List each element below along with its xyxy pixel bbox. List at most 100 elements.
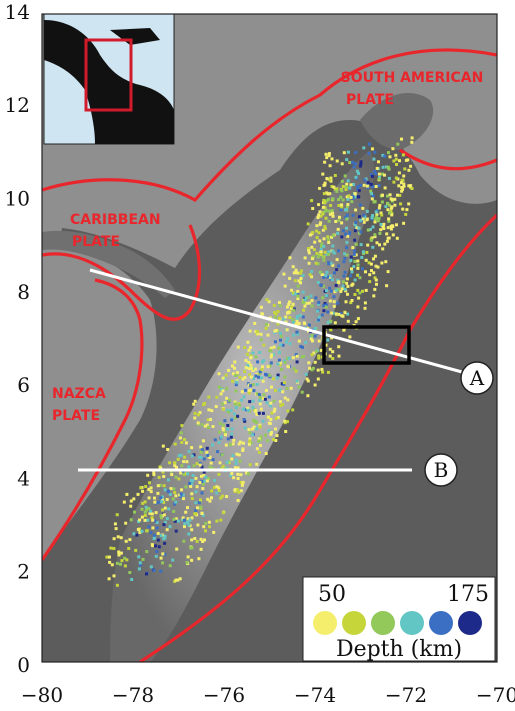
earthquake-point [324,305,328,309]
earthquake-point [364,288,368,292]
earthquake-point [326,192,330,196]
earthquake-point [133,510,136,514]
earthquake-point [350,299,354,302]
earthquake-point [322,192,326,196]
earthquake-point [326,235,330,239]
earthquake-point [318,223,322,227]
earthquake-point [390,213,394,217]
earthquake-point [112,574,116,578]
inset-islands [110,28,160,45]
earthquake-point [331,214,335,218]
earthquake-point [304,372,308,376]
earthquake-point [198,481,202,484]
earthquake-point [244,366,248,370]
earthquake-point [315,251,319,255]
earthquake-point [292,291,296,295]
earthquake-point [356,317,360,321]
earthquake-point [236,414,240,418]
earthquake-point [321,296,325,300]
earthquake-point [347,194,351,198]
earthquake-point [346,203,350,206]
earthquake-point [267,429,271,433]
earthquake-point [310,275,313,279]
earthquake-point [246,340,250,344]
earthquake-point [317,339,321,343]
earthquake-point [255,372,259,376]
earthquake-point [255,427,259,431]
earthquake-point [115,513,119,517]
inset-map [43,13,175,145]
earthquake-point [224,373,228,377]
earthquake-point [242,418,246,421]
earthquake-point [237,403,241,407]
earthquake-point [323,201,327,205]
earthquake-point [364,270,367,274]
earthquake-point [377,206,381,210]
earthquake-point [168,492,172,496]
earthquake-point [237,453,241,457]
earthquake-point [381,153,385,157]
earthquake-point [398,193,402,197]
earthquake-point [328,286,332,290]
earthquake-point [201,487,205,490]
earthquake-point [172,487,176,491]
earthquake-point [335,187,339,191]
earthquake-point [165,528,169,532]
earthquake-point [270,353,274,357]
earthquake-point [217,489,221,492]
earthquake-point [358,203,362,207]
earthquake-point [153,519,157,523]
earthquake-point [248,463,252,467]
earthquake-point [354,208,358,212]
earthquake-point [362,183,366,187]
earthquake-point [215,395,219,399]
earthquake-point [400,189,404,193]
earthquake-point [190,538,194,542]
earthquake-point [179,492,183,496]
earthquake-point [375,241,379,245]
earthquake-point [397,184,401,188]
earthquake-point [193,512,197,516]
earthquake-point [187,465,191,469]
earthquake-point [343,174,347,178]
earthquake-point [199,547,203,551]
earthquake-point [258,423,262,427]
earthquake-point [221,423,225,427]
earthquake-point [283,375,287,379]
earthquake-point [337,345,341,349]
earthquake-point [167,507,171,511]
inset-land [44,20,174,144]
y-tick-label: 4 [17,466,30,490]
earthquake-point [269,401,273,405]
earthquake-point [349,183,353,187]
earthquake-point [257,375,260,379]
earthquake-point [323,160,327,164]
earthquake-point [357,171,360,175]
legend-swatch [458,611,482,635]
earthquake-point [239,473,243,477]
earthquake-point [340,235,344,239]
earthquake-point [215,491,219,495]
earthquake-point [381,165,385,169]
earthquake-point [340,203,344,207]
earthquake-point [186,517,190,521]
earthquake-point [346,197,350,201]
earthquake-point [344,232,348,236]
earthquake-point [282,381,286,385]
earthquake-point [257,439,261,443]
earthquake-point [346,234,350,238]
legend-title: Depth (km) [336,637,462,662]
earthquake-point [353,162,357,166]
earthquake-point [379,223,383,226]
earthquake-point [211,425,215,428]
earthquake-point [295,315,299,318]
earthquake-point [255,412,259,416]
earthquake-point [310,299,314,303]
legend-max: 175 [447,582,489,607]
earthquake-point [114,527,118,531]
earthquake-point [143,500,147,504]
earthquake-point [254,330,258,334]
earthquake-point [350,200,354,204]
earthquake-point [317,203,321,207]
earthquake-point [257,411,261,415]
